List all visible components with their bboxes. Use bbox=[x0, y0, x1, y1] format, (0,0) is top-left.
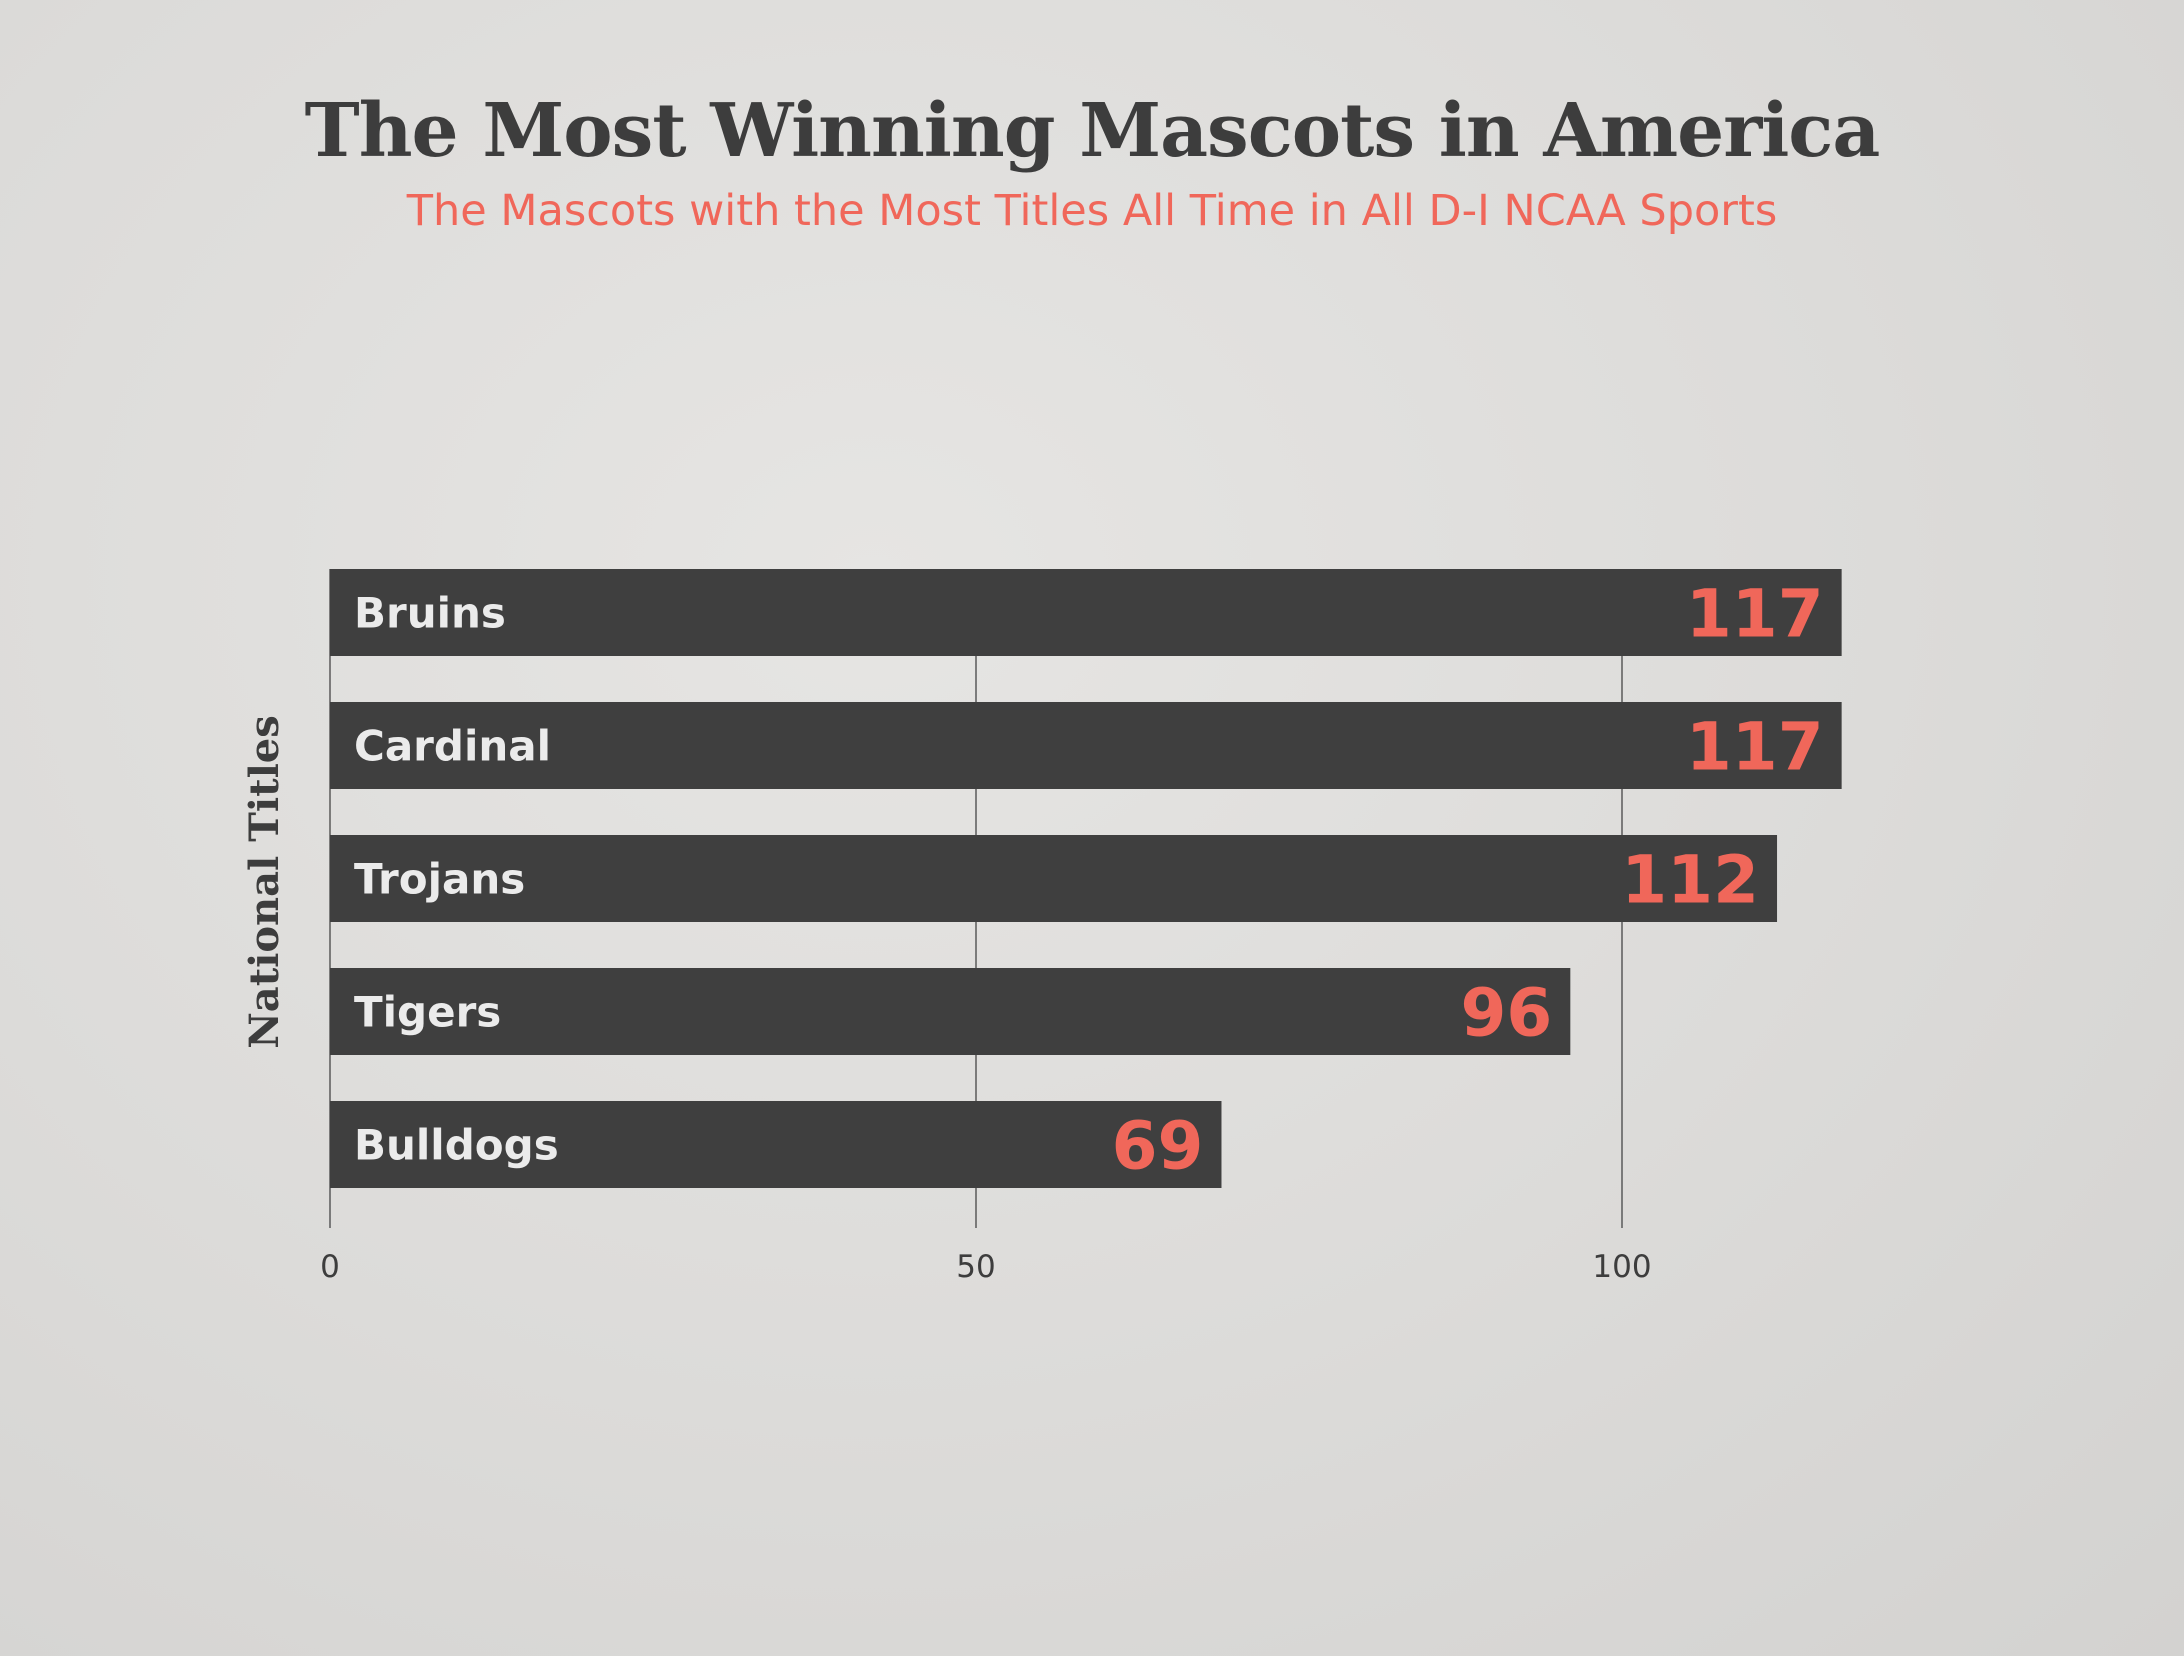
x-tick-label-50: 50 bbox=[956, 1249, 995, 1285]
bar-layer: Bruins 117 Cardinal 117 Trojans 112 Tigers 96 Bu… bbox=[330, 569, 1842, 1188]
value-label-bulldogs: 69 bbox=[1112, 1108, 1204, 1185]
x-axis-ticks: 0 50 100 bbox=[320, 1249, 1651, 1285]
value-label-bruins: 117 bbox=[1686, 576, 1824, 653]
category-label-cardinal: Cardinal bbox=[354, 722, 551, 771]
category-label-bulldogs: Bulldogs bbox=[354, 1121, 559, 1170]
bar-bruins bbox=[330, 569, 1842, 656]
x-tick-label-0: 0 bbox=[320, 1249, 340, 1285]
value-label-trojans: 112 bbox=[1621, 842, 1759, 919]
x-tick-label-100: 100 bbox=[1592, 1249, 1651, 1285]
bar-cardinal bbox=[330, 702, 1842, 789]
category-label-trojans: Trojans bbox=[354, 855, 525, 904]
bar-trojans bbox=[330, 835, 1778, 922]
bar-tigers bbox=[330, 968, 1571, 1055]
chart-title: The Most Winning Mascots in America bbox=[304, 88, 1881, 174]
bar-bulldogs bbox=[330, 1101, 1222, 1188]
y-axis-label: National Titles bbox=[241, 715, 288, 1049]
category-label-tigers: Tigers bbox=[354, 988, 501, 1037]
value-label-cardinal: 117 bbox=[1686, 709, 1824, 786]
category-label-bruins: Bruins bbox=[354, 589, 506, 638]
value-label-tigers: 96 bbox=[1460, 975, 1552, 1052]
chart-subtitle: The Mascots with the Most Titles All Tim… bbox=[406, 186, 1778, 236]
